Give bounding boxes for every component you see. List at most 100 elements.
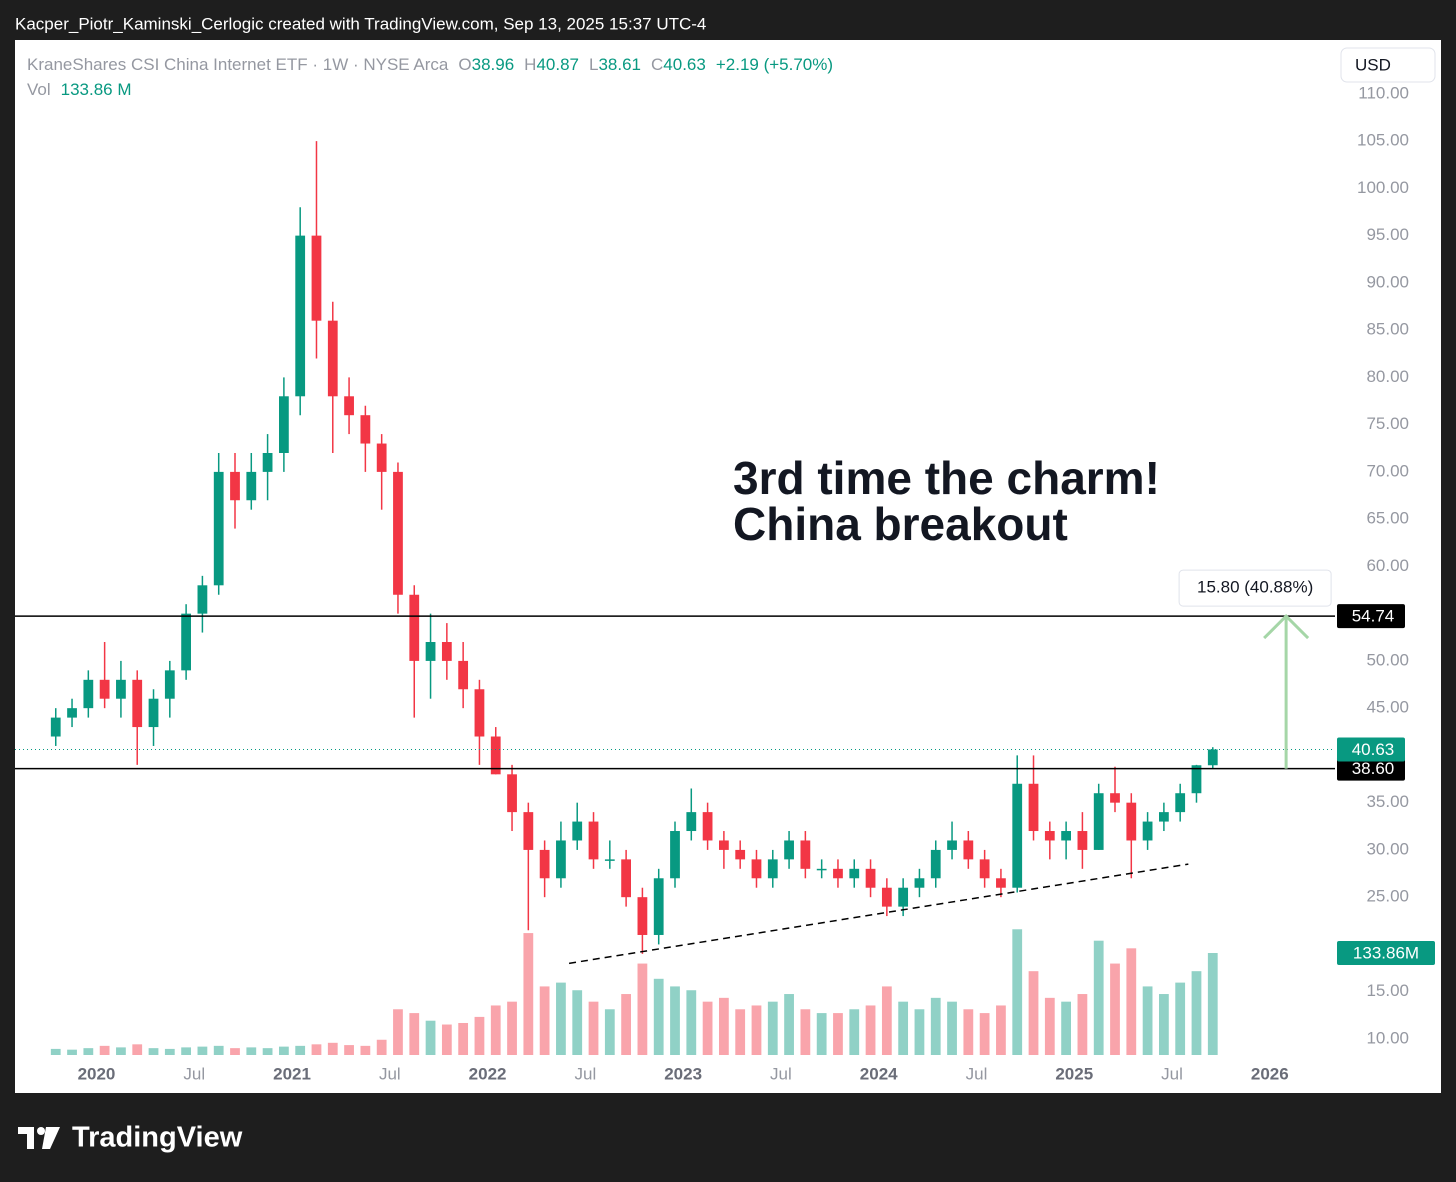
volume-bar bbox=[441, 1024, 452, 1055]
candle-body bbox=[1012, 783, 1023, 888]
volume-bar bbox=[1044, 997, 1055, 1055]
candle-body bbox=[833, 868, 843, 879]
volume-bar bbox=[653, 978, 664, 1055]
volume-bar bbox=[1061, 1001, 1071, 1055]
x-tick-label: 2026 bbox=[1251, 1064, 1289, 1083]
volume-bar bbox=[1077, 994, 1088, 1055]
legend-label: L bbox=[589, 55, 598, 74]
candle-body bbox=[881, 887, 892, 907]
volume-bar bbox=[963, 1009, 974, 1055]
volume-bar bbox=[490, 1005, 501, 1055]
candle-body bbox=[556, 840, 566, 879]
y-tick-label: 105.00 bbox=[1357, 131, 1409, 150]
candle-body bbox=[963, 840, 974, 860]
volume-bar bbox=[865, 1005, 876, 1055]
candle-body bbox=[735, 849, 746, 860]
candle-body bbox=[262, 452, 273, 472]
x-tick-label: 2023 bbox=[664, 1064, 702, 1083]
candle-body bbox=[132, 679, 143, 728]
volume-bar bbox=[604, 1009, 615, 1055]
symbol-title: KraneShares CSI China Internet ETF · 1W … bbox=[27, 55, 449, 74]
measure-label-box bbox=[1178, 569, 1332, 607]
volume-bar bbox=[816, 1013, 827, 1055]
legend-change: +2.19 (+5.70%) bbox=[716, 55, 833, 74]
volume-bar bbox=[914, 1009, 925, 1055]
volume-bar bbox=[670, 986, 680, 1055]
candle-body bbox=[1191, 765, 1202, 794]
x-tick-label: Jul bbox=[770, 1064, 792, 1083]
candle-body bbox=[702, 812, 713, 841]
volume-bar bbox=[686, 990, 697, 1055]
volume-bar bbox=[1207, 952, 1218, 1055]
candle-body bbox=[327, 320, 338, 397]
candle-body bbox=[523, 812, 534, 850]
legend-value: 38.96 bbox=[472, 55, 515, 74]
volume-bar bbox=[539, 986, 550, 1055]
volume-bar bbox=[947, 1001, 957, 1055]
legend-value: 40.87 bbox=[536, 55, 579, 74]
volume-bar bbox=[344, 1045, 354, 1055]
volume-label: Vol bbox=[27, 80, 51, 99]
candle-body bbox=[996, 878, 1006, 888]
volume-value: 133.86 M bbox=[61, 80, 132, 99]
volume-bar bbox=[67, 1049, 77, 1055]
candle-body bbox=[947, 840, 957, 850]
volume-bar bbox=[1159, 994, 1169, 1055]
y-tick-label: 85.00 bbox=[1366, 320, 1409, 339]
candle-body bbox=[311, 235, 322, 321]
volume-bar bbox=[1191, 971, 1202, 1055]
x-tick-label: Jul bbox=[575, 1064, 597, 1083]
volume-bar bbox=[1175, 982, 1186, 1055]
volume-bar bbox=[262, 1048, 273, 1055]
volume-bar bbox=[751, 1005, 762, 1055]
candle-body bbox=[164, 670, 175, 699]
candle-body bbox=[213, 471, 224, 586]
measure-label: 15.80 (40.88%) bbox=[1197, 578, 1313, 597]
x-tick-label: 2022 bbox=[469, 1064, 507, 1083]
y-tick-label: 25.00 bbox=[1366, 887, 1409, 906]
volume-bar bbox=[132, 1044, 143, 1055]
volume-bar bbox=[1110, 963, 1120, 1055]
currency-button[interactable] bbox=[1340, 47, 1436, 83]
candle-body bbox=[784, 840, 794, 860]
volume-bar bbox=[1126, 948, 1137, 1055]
chart-area bbox=[15, 40, 1441, 1093]
volume-bar bbox=[148, 1048, 159, 1055]
currency-label[interactable]: USD bbox=[1355, 55, 1391, 74]
candle-body bbox=[507, 774, 517, 813]
last-price-label: 40.63 bbox=[1352, 740, 1395, 759]
candle-body bbox=[409, 594, 420, 661]
volume-bar bbox=[116, 1047, 126, 1055]
candle-body bbox=[800, 840, 811, 869]
candle-body bbox=[458, 660, 469, 690]
candle-body bbox=[1126, 802, 1137, 841]
x-tick-label: 2020 bbox=[78, 1064, 116, 1083]
volume-bar bbox=[996, 1005, 1006, 1055]
candle-body bbox=[865, 868, 876, 888]
candle-body bbox=[621, 859, 631, 898]
price-badge bbox=[1337, 604, 1405, 629]
volume-bar bbox=[311, 1044, 322, 1055]
price-badge-label: 54.74 bbox=[1352, 607, 1395, 626]
volume-bar bbox=[213, 1045, 224, 1055]
candle-body bbox=[425, 642, 436, 661]
volume-bar bbox=[458, 1022, 469, 1055]
candle-body bbox=[474, 689, 485, 737]
y-tick-label: 50.00 bbox=[1366, 650, 1409, 669]
candle-body bbox=[344, 396, 354, 416]
candle-body bbox=[1028, 783, 1039, 832]
trendline bbox=[568, 863, 1189, 965]
candle-body bbox=[116, 679, 126, 699]
volume-bar bbox=[556, 982, 566, 1055]
candle-body bbox=[1207, 749, 1218, 766]
x-tick-label: 2024 bbox=[860, 1064, 898, 1083]
volume-bar bbox=[1012, 929, 1023, 1055]
candle-body bbox=[246, 471, 257, 501]
volume-bar bbox=[507, 1001, 517, 1055]
brand-name: TradingView bbox=[72, 1122, 243, 1154]
volume-bar bbox=[898, 1001, 909, 1055]
candle-body bbox=[670, 831, 680, 879]
volume-bar bbox=[767, 1001, 778, 1055]
volume-bar bbox=[99, 1045, 110, 1055]
